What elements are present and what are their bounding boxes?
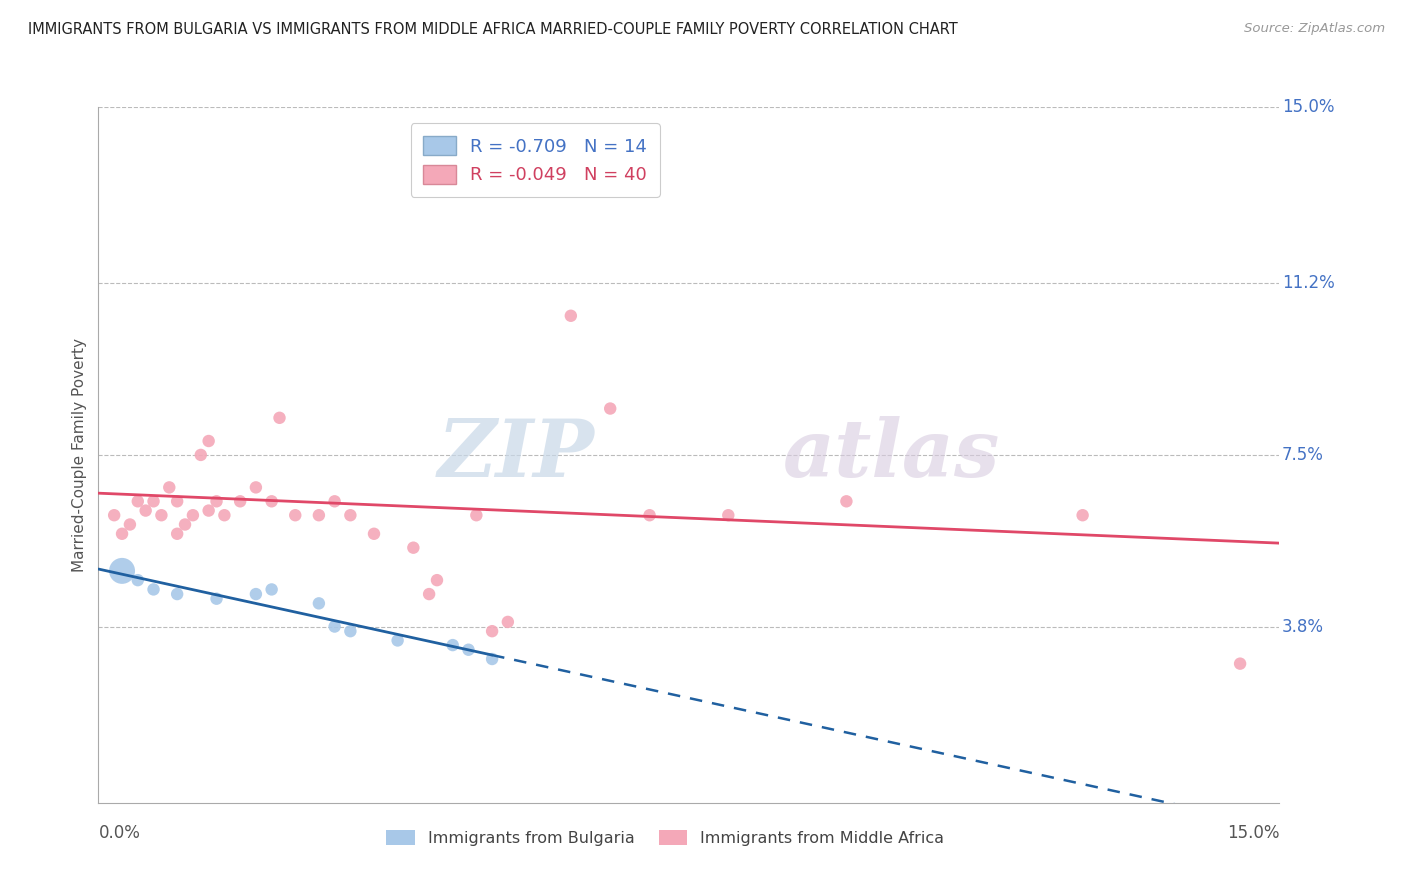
Point [269, 410, 291, 425]
Point [197, 503, 219, 517]
Point [481, 652, 503, 666]
Text: 3.8%: 3.8% [1282, 617, 1324, 635]
Legend: Immigrants from Bulgaria, Immigrants from Middle Africa: Immigrants from Bulgaria, Immigrants fro… [378, 822, 952, 854]
Point [229, 494, 252, 508]
Point [441, 169, 464, 184]
Point [103, 508, 125, 523]
Point [135, 503, 157, 517]
Point [260, 494, 283, 508]
Point [560, 309, 582, 323]
Point [717, 508, 740, 523]
Point [481, 624, 503, 639]
Point [387, 633, 409, 648]
Y-axis label: Married-Couple Family Poverty: Married-Couple Family Poverty [72, 338, 87, 572]
Point [205, 494, 228, 508]
Point [308, 596, 330, 610]
Text: 7.5%: 7.5% [1282, 446, 1323, 464]
Point [496, 615, 519, 629]
Point [150, 508, 173, 523]
Point [157, 480, 180, 494]
Text: 0.0%: 0.0% [98, 823, 141, 842]
Point [118, 517, 141, 532]
Point [457, 642, 479, 657]
Point [190, 448, 212, 462]
Point [323, 494, 346, 508]
Text: 15.0%: 15.0% [1227, 823, 1279, 842]
Point [127, 573, 149, 587]
Text: atlas: atlas [783, 417, 1001, 493]
Point [638, 508, 661, 523]
Point [181, 508, 204, 523]
Point [441, 638, 464, 652]
Text: 11.2%: 11.2% [1282, 275, 1334, 293]
Point [1071, 508, 1094, 523]
Point [142, 582, 165, 597]
Point [111, 564, 134, 578]
Point [142, 494, 165, 508]
Point [308, 508, 330, 523]
Point [835, 494, 858, 508]
Point [174, 517, 197, 532]
Point [402, 541, 425, 555]
Text: IMMIGRANTS FROM BULGARIA VS IMMIGRANTS FROM MIDDLE AFRICA MARRIED-COUPLE FAMILY : IMMIGRANTS FROM BULGARIA VS IMMIGRANTS F… [28, 22, 957, 37]
Point [418, 587, 440, 601]
Point [166, 587, 188, 601]
Point [339, 508, 361, 523]
Text: ZIP: ZIP [437, 417, 595, 493]
Point [127, 494, 149, 508]
Point [599, 401, 621, 416]
Point [214, 508, 236, 523]
Point [284, 508, 307, 523]
Point [205, 591, 228, 606]
Text: 15.0%: 15.0% [1282, 98, 1334, 116]
Point [111, 526, 134, 541]
Point [260, 582, 283, 597]
Point [245, 480, 267, 494]
Point [465, 508, 488, 523]
Text: Source: ZipAtlas.com: Source: ZipAtlas.com [1244, 22, 1385, 36]
Point [197, 434, 219, 448]
Point [363, 526, 385, 541]
Point [339, 624, 361, 639]
Point [426, 573, 449, 587]
Point [245, 587, 267, 601]
Point [1229, 657, 1251, 671]
Point [166, 494, 188, 508]
Point [323, 619, 346, 633]
Point [166, 526, 188, 541]
